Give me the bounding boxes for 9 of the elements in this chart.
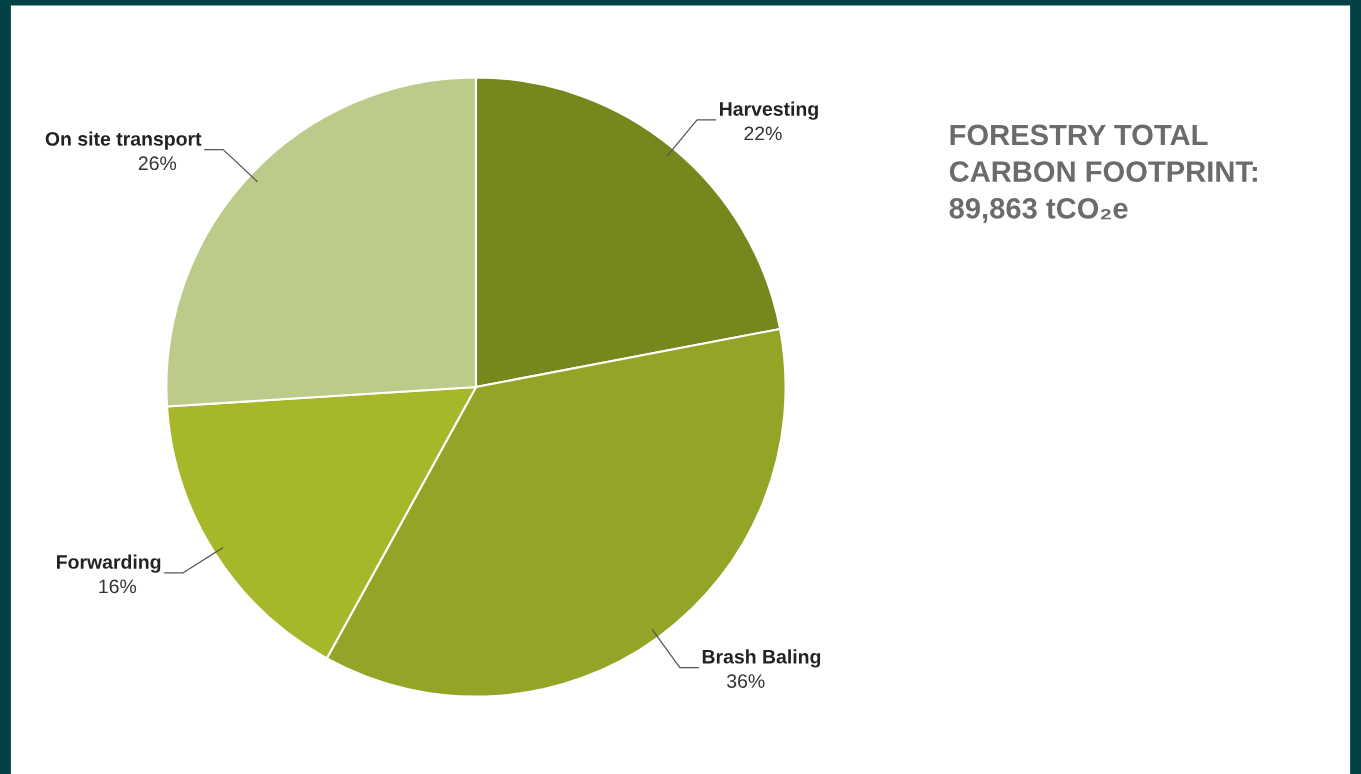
slice-label: Harvesting [720,101,818,120]
text: FORESTRY TOTAL CARBON FOOTPRINT: 89,863 tCO₂e [949,124,1257,223]
data-label: 16% [99,579,137,594]
data-label: 22% [744,126,782,141]
slice-label: On site transport [45,131,202,150]
data-label: 36% [727,674,765,688]
slice-label: Brash Baling [702,649,821,668]
data-label: 26% [138,156,177,171]
slice-label: Forwarding [57,554,161,573]
